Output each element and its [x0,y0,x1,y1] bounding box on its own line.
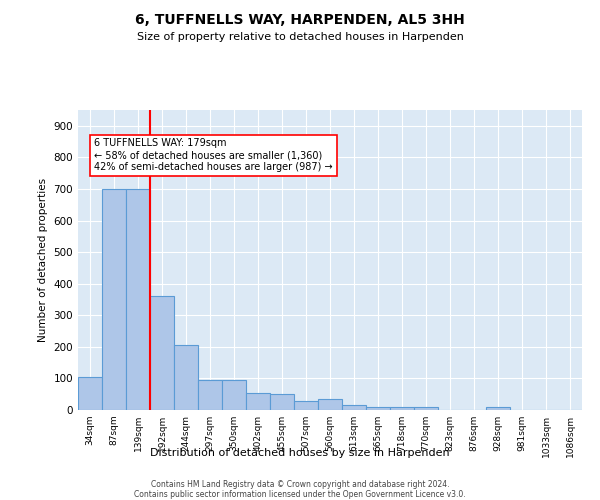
Bar [318,399,342,410]
Y-axis label: Number of detached properties: Number of detached properties [38,178,48,342]
Bar [366,407,390,410]
Text: 6 TUFFNELLS WAY: 179sqm
← 58% of detached houses are smaller (1,360)
42% of semi: 6 TUFFNELLS WAY: 179sqm ← 58% of detache… [94,138,333,172]
Text: 6, TUFFNELLS WAY, HARPENDEN, AL5 3HH: 6, TUFFNELLS WAY, HARPENDEN, AL5 3HH [135,12,465,26]
Bar [486,407,510,410]
Bar [222,380,246,410]
Bar [126,189,150,410]
Bar [174,346,198,410]
Text: Distribution of detached houses by size in Harpenden: Distribution of detached houses by size … [150,448,450,458]
Bar [78,377,102,410]
Bar [342,406,366,410]
Bar [150,296,174,410]
Bar [270,394,294,410]
Bar [198,380,222,410]
Bar [102,189,126,410]
Bar [414,407,438,410]
Bar [246,392,270,410]
Bar [294,400,318,410]
Bar [390,407,414,410]
Text: Size of property relative to detached houses in Harpenden: Size of property relative to detached ho… [137,32,463,42]
Text: Contains HM Land Registry data © Crown copyright and database right 2024.
Contai: Contains HM Land Registry data © Crown c… [134,480,466,500]
